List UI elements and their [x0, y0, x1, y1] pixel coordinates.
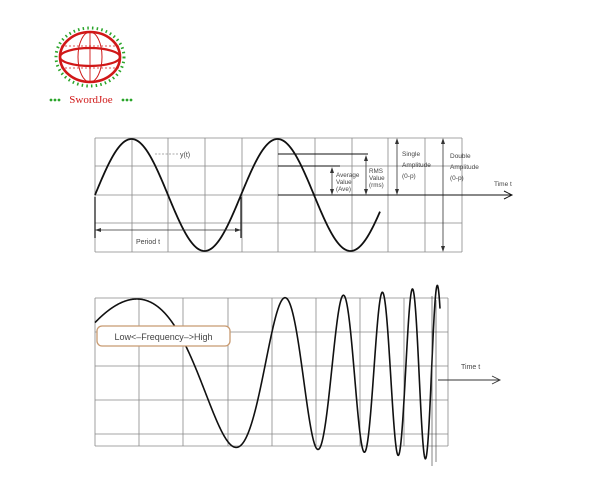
- average-arrowhead-up: [330, 167, 334, 173]
- logo-dot: [125, 98, 129, 102]
- amplitude-diagram: y(t) Period t Average Value (Ave) RMS Va…: [94, 137, 514, 253]
- double-amplitude-arrowhead-down: [441, 246, 445, 252]
- double-amplitude-label-line-3: (0-p): [450, 175, 464, 182]
- bottom-grid: [94, 297, 449, 447]
- period-arrowhead-right: [235, 228, 241, 232]
- rms-label-line-1: RMS: [369, 168, 383, 175]
- rms-label-line-2: Value: [369, 175, 385, 182]
- logo-dot: [53, 98, 57, 102]
- rms-arrowhead-up: [364, 155, 368, 161]
- logo-dot-ring: [54, 26, 126, 88]
- logo-dot: [129, 98, 133, 102]
- double-amplitude-label-line-2: Amplitude: [450, 164, 479, 171]
- sine-wave-y-t: [94, 138, 381, 252]
- average-label-line-1: Average: [336, 172, 360, 179]
- top-time-label: Time t: [494, 181, 512, 188]
- frequency-diagram: Low<–Frequency–>High Time t: [94, 284, 502, 466]
- logo-brand-text: SwordJoe: [69, 94, 113, 106]
- single-amplitude-label-line-3: (0-p): [402, 173, 416, 180]
- period-arrowhead-left: [95, 228, 101, 232]
- chirp-wave: [94, 284, 441, 460]
- bottom-time-arrowhead: [491, 375, 502, 385]
- swordjoe-logo: SwordJoe: [49, 26, 133, 106]
- frequency-label: Low<–Frequency–>High: [114, 332, 212, 342]
- average-label-line-3: (Ave): [336, 186, 351, 193]
- single-amplitude-arrowhead-down: [395, 189, 399, 195]
- y-t-label: y(t): [180, 152, 190, 159]
- single-amplitude-label-line-1: Single: [402, 151, 420, 158]
- rms-label-line-3: (rms): [369, 182, 384, 189]
- logo-dot: [57, 98, 61, 102]
- top-time-arrowhead: [503, 190, 514, 200]
- frequency-label-box: [96, 325, 231, 347]
- average-arrowhead-down: [330, 189, 334, 195]
- average-label-line-2: Value: [336, 179, 352, 186]
- logo-dot: [49, 98, 53, 102]
- double-amplitude-arrowhead-up: [441, 138, 445, 144]
- single-amplitude-label-line-2: Amplitude: [402, 162, 431, 169]
- period-label: Period t: [136, 239, 160, 246]
- bottom-time-label: Time t: [461, 364, 480, 371]
- rms-arrowhead-down: [364, 189, 368, 195]
- single-amplitude-arrowhead-up: [395, 138, 399, 144]
- logo-dot: [121, 98, 125, 102]
- double-amplitude-label-line-1: Double: [450, 153, 471, 160]
